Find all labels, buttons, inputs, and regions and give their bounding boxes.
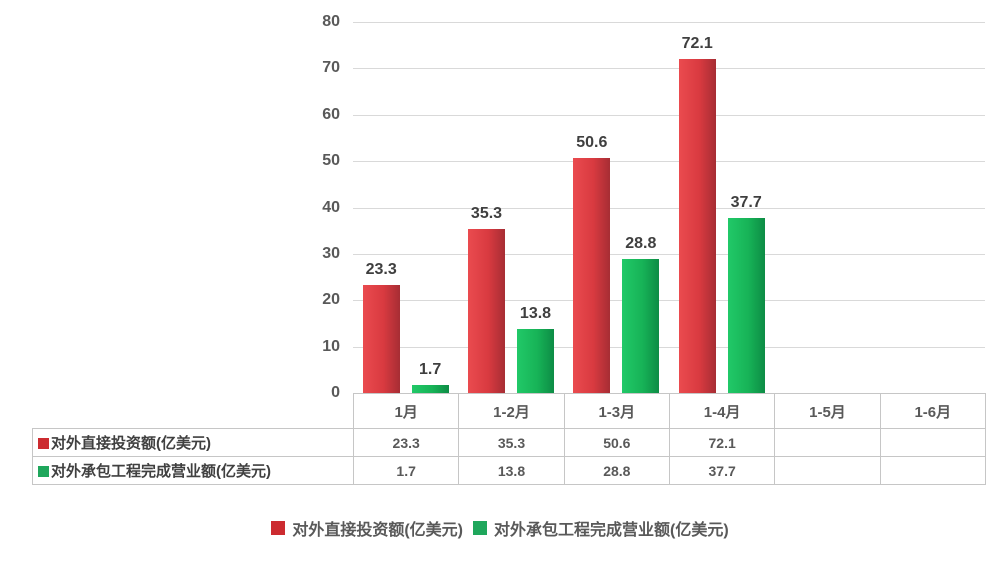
bar-group-4: 72.1 37.7 <box>669 22 774 393</box>
table-row-label-cell-contracted-projects: 对外承包工程完成营业额(亿美元) <box>32 456 354 485</box>
table-value-contracted-projects-2: 13.8 <box>458 456 565 485</box>
data-label-direct-investment: 50.6 <box>576 134 608 152</box>
gridline-y-60 <box>353 114 985 116</box>
bar-contracted-projects <box>411 385 449 393</box>
table-header-2: 1-2月 <box>458 393 565 429</box>
data-label-contracted-projects: 37.7 <box>730 194 762 212</box>
legend-label-contracted-projects: 对外承包工程完成营业额(亿美元) <box>494 522 729 539</box>
bar-wrap-direct-investment: 50.6 <box>573 134 611 393</box>
bar-direct-investment <box>678 58 716 393</box>
bar-contracted-projects <box>622 259 660 393</box>
bar-wrap-contracted-projects: 13.8 <box>516 305 554 393</box>
table-row-direct-investment: 对外直接投资额(亿美元) 23.3 35.3 50.6 72.1 <box>32 428 987 457</box>
bar-direct-investment <box>362 284 400 393</box>
bar-wrap-contracted-projects: 1.7 <box>411 361 449 393</box>
table-value-direct-investment-1: 23.3 <box>352 428 460 457</box>
plot-area: 23.3 1.7 35.3 13.8 50.6 28.8 72.1 37.7 <box>353 22 985 393</box>
gridline-y-70 <box>353 68 985 70</box>
chart-data-table: 1月 1-2月 1-3月 1-4月 1-5月 1-6月对外直接投资额(亿美元) 23.3 35… <box>32 393 987 485</box>
table-value-contracted-projects-5 <box>774 456 881 485</box>
y-axis-tick-60: 60 <box>322 105 340 123</box>
bar-group-2: 35.3 13.8 <box>458 22 563 393</box>
bar-wrap-contracted-projects: 37.7 <box>727 194 765 393</box>
table-value-direct-investment-3: 50.6 <box>563 428 670 457</box>
y-axis-tick-80: 80 <box>322 13 340 30</box>
bar-wrap-direct-investment: 23.3 <box>362 261 400 393</box>
gridline-y-50 <box>353 161 985 163</box>
table-value-direct-investment-5 <box>774 428 881 457</box>
bar-wrap-direct-investment: 72.1 <box>678 35 716 393</box>
table-header-4: 1-4月 <box>668 393 776 429</box>
bar-contracted-projects <box>727 218 765 393</box>
bar-group-5 <box>774 22 879 393</box>
table-value-contracted-projects-6 <box>879 456 987 485</box>
gridline-y-80 <box>353 22 985 23</box>
table-key-swatch-contracted-projects <box>38 466 49 477</box>
y-axis-tick-10: 10 <box>322 337 340 355</box>
table-row-label-contracted-projects: 对外承包工程完成营业额(亿美元) <box>51 463 271 480</box>
y-axis-tick-70: 70 <box>322 59 340 77</box>
y-axis-tick-0: 0 <box>331 384 340 401</box>
table-header-5: 1-5月 <box>774 393 881 429</box>
y-axis-tick-40: 40 <box>322 198 340 216</box>
bar-direct-investment <box>573 158 611 393</box>
table-value-contracted-projects-3: 28.8 <box>563 456 670 485</box>
table-header-row: 1月 1-2月 1-3月 1-4月 1-5月 1-6月 <box>33 393 987 429</box>
gridline-y-40 <box>353 207 985 209</box>
gridline-y-20 <box>353 300 985 302</box>
table-header-1: 1月 <box>352 393 460 429</box>
bar-wrap-direct-investment: 35.3 <box>467 205 505 393</box>
table-row-label-cell-direct-investment: 对外直接投资额(亿美元) <box>32 428 354 457</box>
y-axis-tick-20: 20 <box>322 291 340 309</box>
bar-wrap-contracted-projects: 28.8 <box>622 235 660 393</box>
bar-group-6 <box>880 22 985 393</box>
y-axis-tick-50: 50 <box>322 152 340 170</box>
data-label-direct-investment: 35.3 <box>470 205 503 223</box>
data-label-contracted-projects: 1.7 <box>419 361 442 379</box>
table-row-contracted-projects: 对外承包工程完成营业额(亿美元) 1.7 13.8 28.8 37.7 <box>32 456 987 485</box>
bar-direct-investment <box>467 229 505 393</box>
gridline-y-30 <box>353 253 985 255</box>
legend-item-direct-investment: 对外直接投资额(亿美元) <box>271 516 463 540</box>
data-label-contracted-projects: 28.8 <box>625 235 657 253</box>
chart-legend: 对外直接投资额(亿美元) 对外承包工程完成营业额(亿美元) <box>0 516 1000 540</box>
legend-item-contracted-projects: 对外承包工程完成营业额(亿美元) <box>473 516 729 540</box>
legend-swatch-direct-investment <box>271 521 286 535</box>
data-label-direct-investment: 23.3 <box>365 260 397 278</box>
bar-contracted-projects <box>516 329 554 393</box>
table-value-contracted-projects-4: 37.7 <box>668 456 776 485</box>
table-header-6: 1-6月 <box>879 393 987 429</box>
legend-swatch-contracted-projects <box>473 521 487 535</box>
table-value-direct-investment-4: 72.1 <box>668 428 776 457</box>
table-value-direct-investment-2: 35.3 <box>458 428 565 457</box>
legend-label-direct-investment: 对外直接投资额(亿美元) <box>292 522 463 539</box>
table-key-swatch-direct-investment <box>38 438 49 449</box>
table-row-label-direct-investment: 对外直接投资额(亿美元) <box>51 435 211 452</box>
table-value-contracted-projects-1: 1.7 <box>352 456 460 485</box>
bar-group-3: 50.6 28.8 <box>564 22 669 393</box>
data-label-direct-investment: 72.1 <box>681 34 713 52</box>
y-axis-tick-30: 30 <box>322 244 340 262</box>
bar-group-1: 23.3 1.7 <box>353 22 458 393</box>
table-value-direct-investment-6 <box>879 428 987 457</box>
table-header-3: 1-3月 <box>563 393 670 429</box>
data-label-contracted-projects: 13.8 <box>519 305 552 323</box>
gridline-y-10 <box>353 346 985 348</box>
table-corner-cell <box>33 394 354 429</box>
